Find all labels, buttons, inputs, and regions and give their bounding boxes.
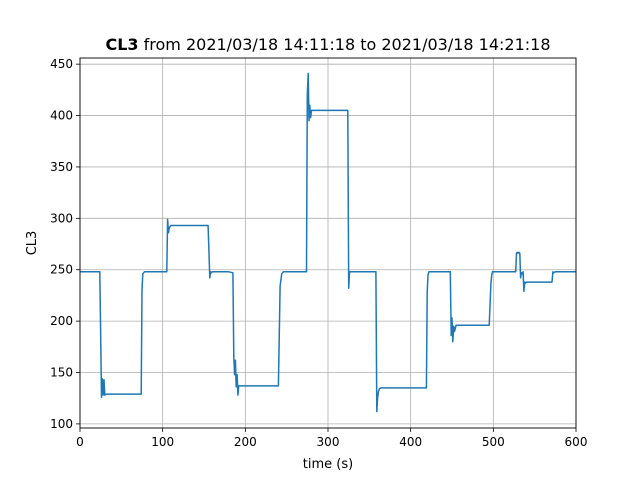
y-axis-ticks: 100 150 200 250 300 350 400 450: [50, 57, 80, 431]
x-tick-label: 600: [565, 435, 588, 449]
y-tick-label: 250: [50, 263, 73, 277]
x-tick-label: 0: [76, 435, 84, 449]
y-tick-label: 200: [50, 314, 73, 328]
chart-title: CL3 from 2021/03/18 14:11:18 to 2021/03/…: [105, 35, 550, 54]
grid-lines: [79, 58, 577, 428]
y-tick-label: 450: [50, 57, 73, 71]
chart-title-bold: CL3: [105, 35, 138, 54]
chart-title-rest: from 2021/03/18 14:11:18 to 2021/03/18 1…: [139, 35, 551, 54]
y-tick-label: 150: [50, 366, 73, 380]
x-tick-label: 300: [317, 435, 340, 449]
x-axis-ticks: 0 100 200 300 400 500 600: [76, 428, 587, 449]
x-tick-label: 200: [234, 435, 257, 449]
y-tick-label: 100: [50, 417, 73, 431]
y-axis-label: CL3: [25, 231, 40, 256]
x-tick-label: 100: [151, 435, 174, 449]
series-line: [80, 72, 576, 413]
y-tick-label: 300: [50, 211, 73, 225]
x-tick-label: 400: [399, 435, 422, 449]
y-tick-label: 350: [50, 160, 73, 174]
x-axis-label: time (s): [303, 457, 353, 472]
x-tick-label: 500: [482, 435, 505, 449]
y-tick-label: 400: [50, 109, 73, 123]
